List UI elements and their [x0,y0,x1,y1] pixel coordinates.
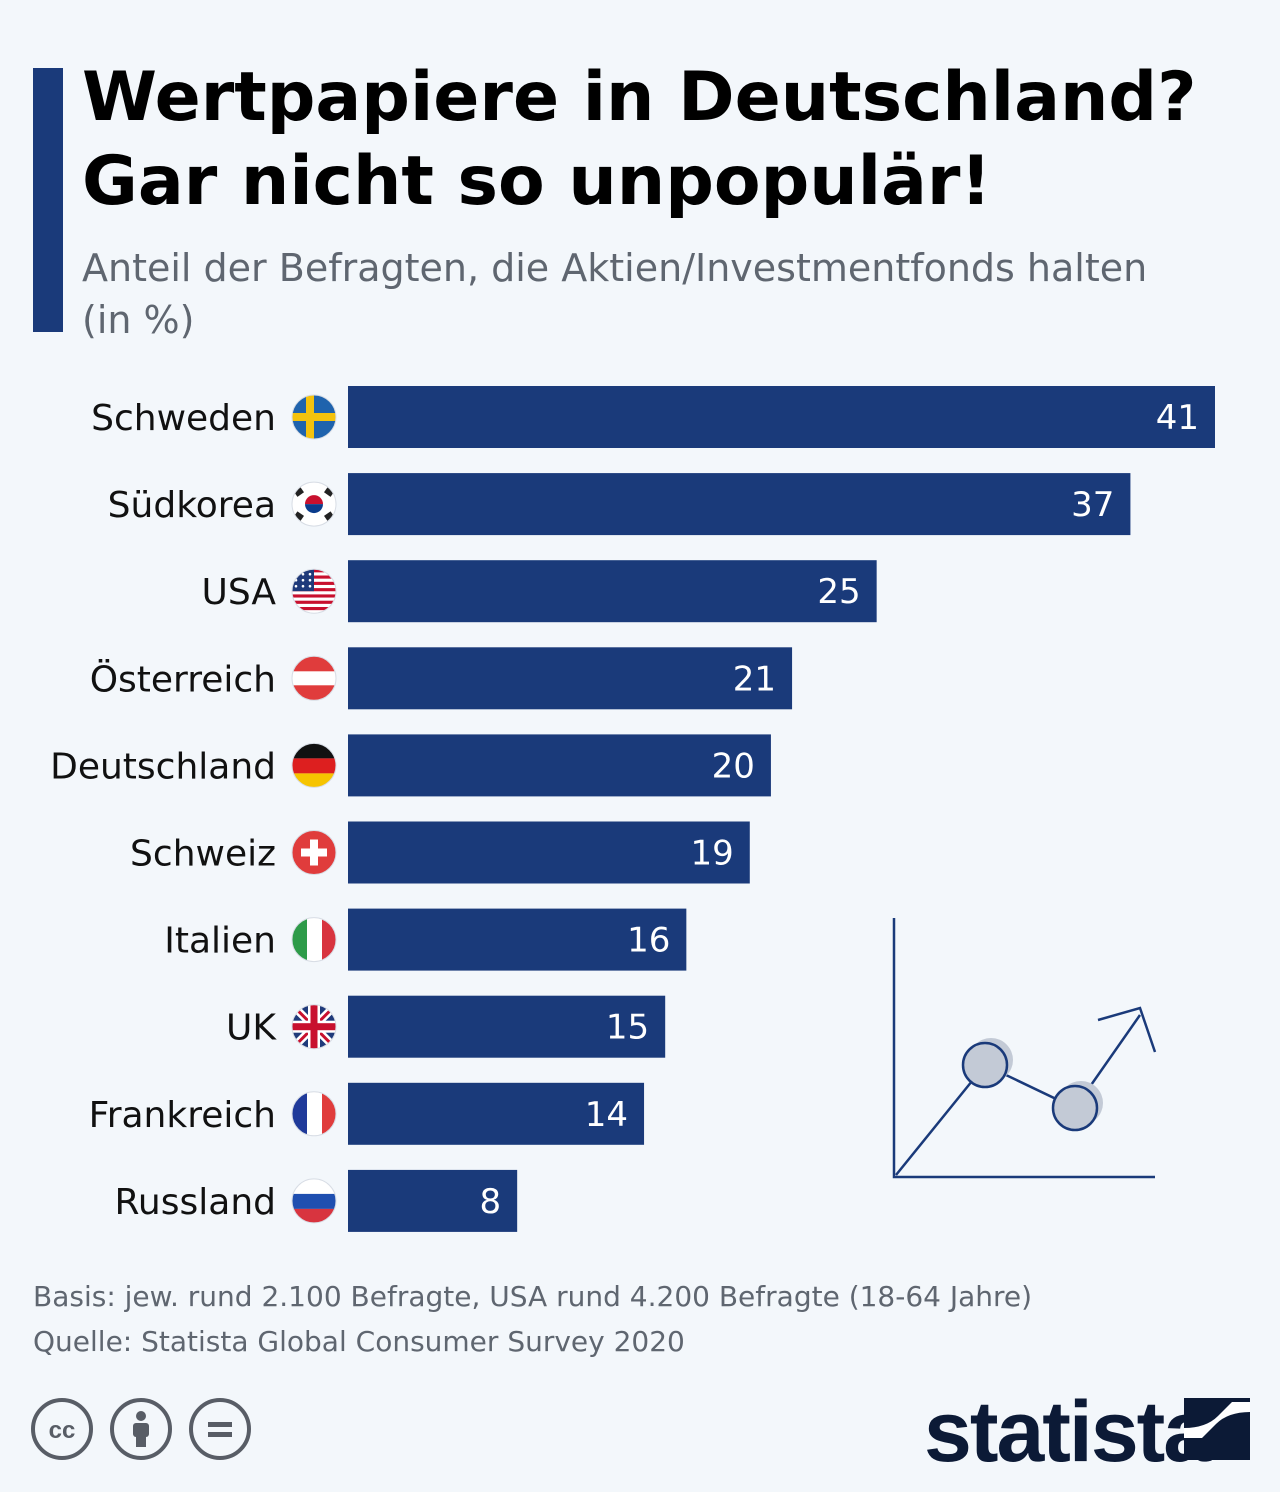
sweden-flag-icon [291,394,337,440]
statista-logo-icon[interactable] [1184,1398,1250,1460]
value-label: 8 [480,1182,502,1222]
value-label: 14 [585,1095,628,1135]
title-accent-bar [33,68,63,332]
title-line-2: Gar nicht so unpopulär! [82,142,992,221]
italy-flag-icon [291,917,337,963]
chart-footer: Basis: jew. rund 2.100 Befragte, USA run… [33,1274,1233,1364]
subtitle-line-1: Anteil der Befragten, die Aktien/Investm… [82,246,1148,290]
value-label: 21 [733,659,776,699]
germany-flag-icon [291,742,337,788]
south-korea-flag-icon [291,481,337,527]
value-label: 15 [606,1008,649,1048]
page-title: Wertpapiere in Deutschland? Gar nicht so… [82,56,1262,224]
attribution-icon[interactable] [110,1398,172,1460]
category-label: Deutschland [50,746,276,787]
bar-schweden [348,386,1215,448]
category-label: Schweiz [130,834,276,875]
bar-chart: 41 Schweden 37 Südkorea 25 USA 21 Österreich 20 D… [50,386,1215,1232]
no-derivatives-icon[interactable] [189,1398,251,1460]
bar-russland [348,1169,518,1232]
value-label: 25 [817,572,860,612]
russia-flag-icon [291,1178,337,1224]
bar-uk [348,995,666,1058]
source-note: Quelle: Statista Global Consumer Survey … [33,1325,685,1358]
category-label: Italien [164,921,276,962]
bar-südkorea [348,473,1131,536]
category-label: UK [226,1008,277,1049]
uk-flag-icon [291,1004,337,1050]
austria-flag-icon [291,655,337,701]
svg-text:cc: cc [49,1417,76,1444]
bar-frankreich [348,1082,645,1145]
bar-usa [348,560,877,623]
value-label: 41 [1156,398,1199,438]
category-label: Schweden [91,398,276,439]
category-label: Österreich [90,658,276,700]
france-flag-icon [291,1091,337,1137]
bar-schweiz [348,821,750,884]
bar-italien [348,908,687,971]
value-label: 19 [691,834,734,874]
page-subtitle: Anteil der Befragten, die Aktien/Investm… [82,242,1262,346]
title-line-1: Wertpapiere in Deutschland? [82,58,1197,137]
subtitle-line-2: (in %) [82,298,195,342]
cc-icon[interactable]: cc [31,1398,93,1460]
category-label: Russland [115,1182,276,1223]
bar-österreich [348,647,793,710]
category-label: Südkorea [108,485,276,526]
switzerland-flag-icon [291,830,337,875]
usa-flag-icon [291,568,337,614]
value-label: 37 [1071,485,1114,525]
bar-deutschland [348,734,771,797]
value-label: 20 [712,746,755,786]
trend-chart-illustration-icon [892,918,1157,1179]
statista-logo-text[interactable]: statista [924,1384,1211,1480]
basis-note: Basis: jew. rund 2.100 Befragte, USA run… [33,1280,1033,1313]
category-label: USA [202,572,277,613]
value-label: 16 [627,921,670,961]
category-label: Frankreich [89,1095,276,1136]
